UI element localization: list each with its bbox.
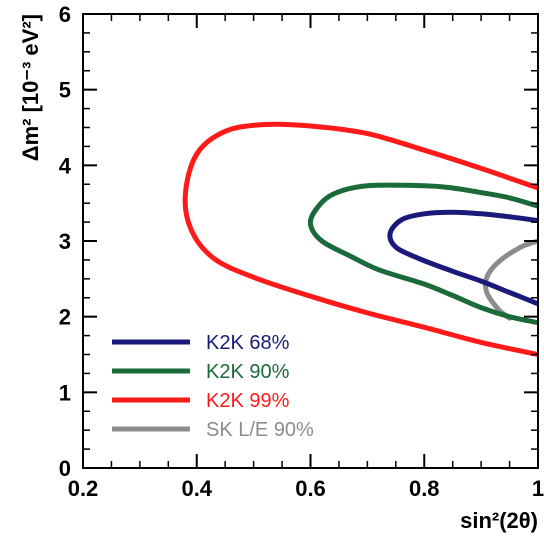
y-tick-label: 3 <box>59 229 71 254</box>
x-tick-label: 0.8 <box>409 476 440 501</box>
x-axis-title: sin²(2θ) <box>460 508 538 533</box>
legend-label: K2K 68% <box>206 332 290 354</box>
legend-label: SK L/E 90% <box>206 419 314 441</box>
x-tick-label: 0.6 <box>295 476 326 501</box>
y-tick-label: 4 <box>59 153 72 178</box>
legend-label: K2K 99% <box>206 390 290 412</box>
legend: K2K 68% K2K 90% K2K 99% SK L/E 90% <box>112 332 314 441</box>
contour-series-group <box>182 121 538 357</box>
contour-k2k-99 <box>182 121 538 357</box>
y-tick-label: 6 <box>59 2 71 27</box>
tick-labels: 0.2 0.4 0.6 0.8 1 0 1 2 3 4 5 6 <box>59 2 544 501</box>
x-tick-label: 0.4 <box>181 476 212 501</box>
x-tick-label: 0.2 <box>68 476 99 501</box>
y-tick-label: 1 <box>59 380 71 405</box>
contour-sk-l-e-90 <box>482 238 538 321</box>
axis-ticks <box>82 13 539 469</box>
y-tick-label: 2 <box>59 305 71 330</box>
contour-k2k-68 <box>387 209 538 307</box>
x-tick-label: 1 <box>532 476 544 501</box>
legend-label: K2K 90% <box>206 361 290 383</box>
y-axis-title: Δm² [10⁻³ eV²] <box>18 14 43 161</box>
y-tick-label: 0 <box>59 456 71 481</box>
y-tick-label: 5 <box>59 78 71 103</box>
contour-k2k-90 <box>307 182 538 326</box>
